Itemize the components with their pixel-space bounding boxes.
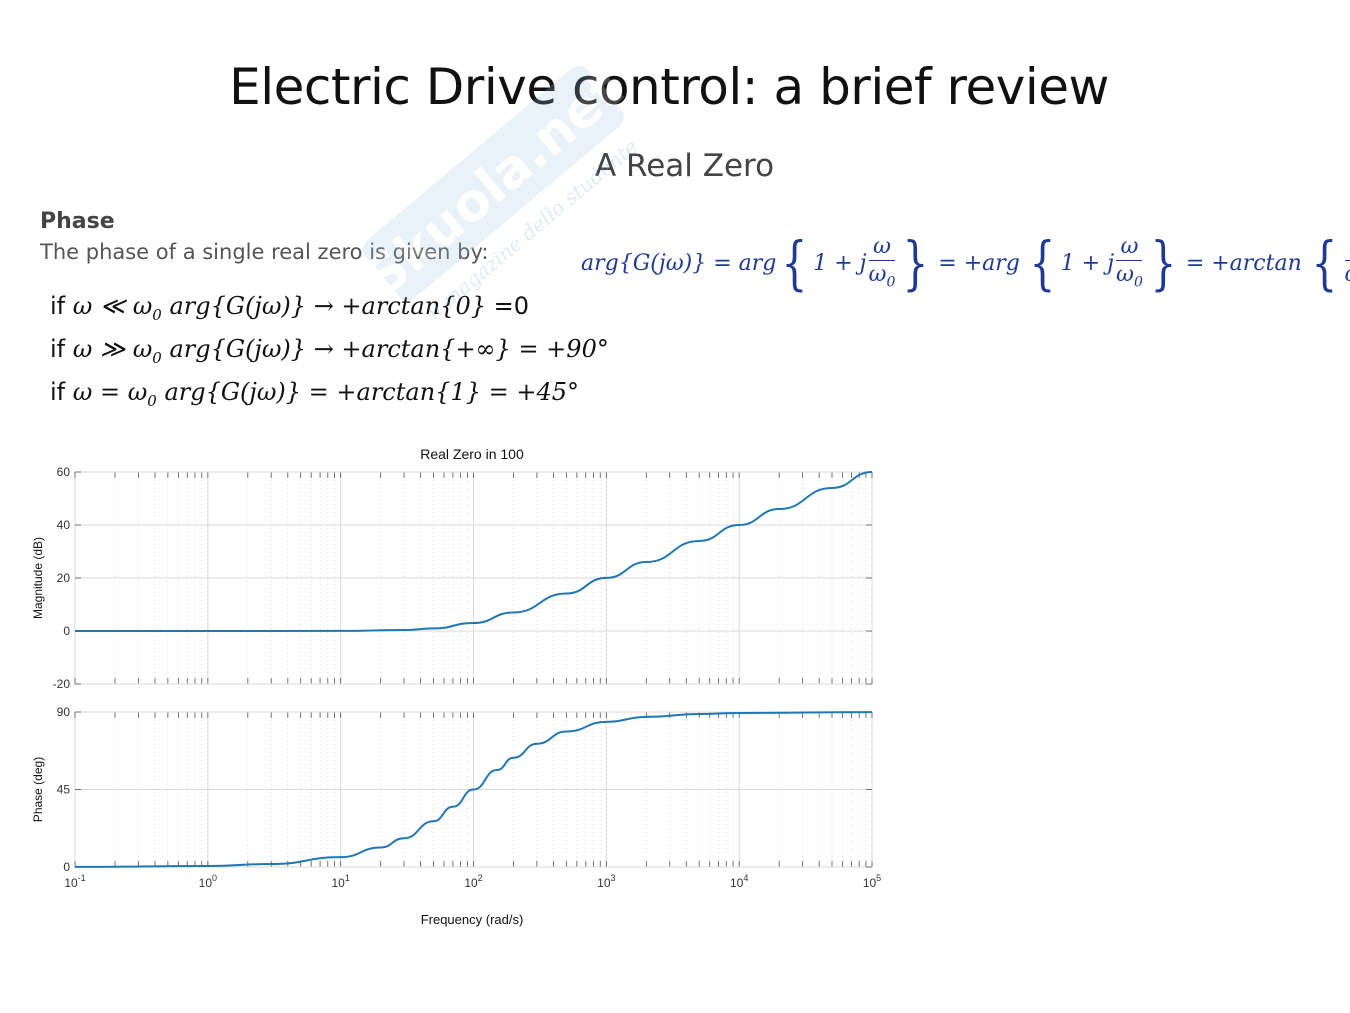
phase-formula: arg{G(jω)} = arg { 1 + j ω ω0 } = +arg {…: [581, 226, 1350, 300]
phase-xtick-label: 101: [331, 873, 349, 890]
formula-term2: 1 + j: [1060, 250, 1115, 276]
bode-title: Real Zero in 100: [420, 446, 524, 462]
magnitude-axes: 60 40 20 0 -20 Magnitude (dB): [31, 465, 873, 691]
slide-title: Electric Drive control: a brief review: [229, 58, 1109, 116]
watermark-logo: Skuola.net il magazine dello studente: [355, 60, 643, 324]
phase-axes: 90 45 0 Phase (deg) 10-1 100 101 102 103 104 105: [31, 705, 881, 890]
phase-ytick-label: 90: [57, 705, 71, 719]
phase-xtick-label: 100: [199, 873, 217, 890]
formula-fraction-2: ω ω0: [1116, 234, 1143, 291]
x-axis-label: Frequency (rad/s): [421, 912, 524, 927]
phase-ytick-label: 0: [63, 860, 70, 874]
phase-ytick-label: 45: [57, 783, 71, 797]
mag-ylabel: Magnitude (dB): [31, 537, 45, 619]
phase-xtick-label: 103: [597, 873, 615, 890]
formula-eq3: = +arctan: [1185, 250, 1302, 276]
phase-xtick-label: 105: [863, 873, 881, 890]
mag-curve: [75, 471, 873, 632]
mag-ytick-label: 20: [57, 571, 71, 585]
formula-fraction-3: ω ω0: [1345, 234, 1350, 291]
formula-fraction-1: ω ω0: [868, 234, 896, 291]
phase-xtick-label: 102: [464, 873, 482, 890]
slide-subtitle: A Real Zero: [595, 148, 775, 184]
phase-xtick-label: 10-1: [64, 873, 85, 890]
phase-xtick-label: 104: [730, 873, 748, 890]
condition-line-1: if ω ≪ ω0 arg{G(jω)} → +arctan{0} =0: [50, 292, 529, 324]
bode-plot: Real Zero in 100 60 40 20 0 -20 Magnitude (dB…: [31, 446, 881, 927]
intro-text: The phase of a single real zero is given…: [40, 240, 489, 264]
formula-eq2: = +arg: [938, 250, 1020, 276]
mag-ytick-label: -20: [53, 677, 71, 691]
phase-ylabel: Phase (deg): [31, 757, 45, 822]
mag-ytick-label: 40: [57, 518, 71, 532]
formula-lhs: arg{G(jω)} = arg: [581, 250, 777, 276]
condition-line-2: if ω ≫ ω0 arg{G(jω)} → +arctan{+∞} = +90…: [50, 335, 609, 367]
mag-ytick-label: 60: [57, 465, 71, 479]
formula-term1: 1 + j: [813, 250, 867, 276]
mag-ytick-label: 0: [63, 624, 70, 638]
phase-curve: [74, 711, 873, 868]
section-label: Phase: [40, 209, 115, 234]
condition-line-3: if ω = ω0 arg{G(jω)} = +arctan{1} = +45°: [50, 378, 579, 410]
